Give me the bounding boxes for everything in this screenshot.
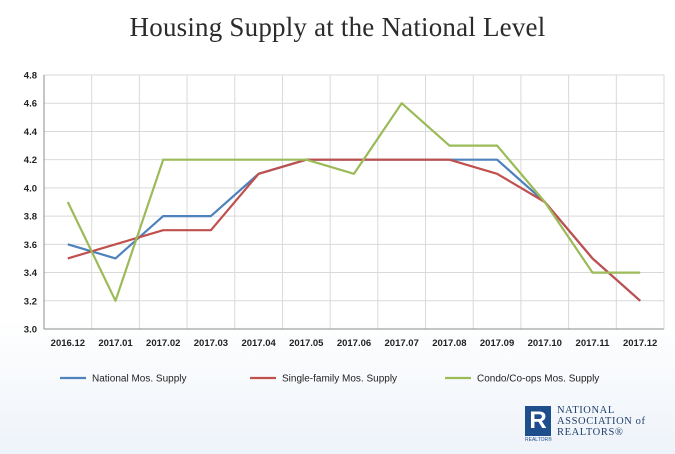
x-tick-label: 2017.08 [432, 338, 466, 349]
x-tick-label: 2017.02 [146, 338, 180, 349]
x-tick-label: 2017.05 [289, 338, 324, 349]
x-tick-label: 2017.04 [241, 338, 276, 349]
y-tick-label: 3.4 [24, 268, 38, 279]
x-tick-label: 2017.09 [480, 338, 514, 349]
y-tick-label: 3.6 [24, 240, 37, 251]
x-tick-label: 2017.03 [194, 338, 228, 349]
y-tick-label: 4.8 [24, 71, 37, 82]
y-tick-label: 4.2 [24, 155, 37, 166]
x-tick-labels: 2016.12 2017.01 2017.02 2017.03 2017.04 2017.… [51, 338, 658, 349]
realtor-r-logo-icon: R [525, 406, 551, 436]
legend-label: Condo/Co-ops Mos. Supply [477, 374, 599, 385]
gridlines [43, 74, 665, 330]
realtor-mark-caption: REALTOR® [525, 437, 552, 443]
y-tick-label: 3.0 [24, 325, 37, 336]
x-tick-label: 2017.11 [576, 338, 611, 349]
chart-title: Housing Supply at the National Level [129, 12, 546, 42]
x-tick-label: 2017.01 [98, 338, 133, 349]
y-tick-label: 3.8 [24, 212, 37, 223]
x-tick-label: 2017.07 [385, 338, 419, 349]
series-lines [66, 102, 641, 302]
y-tick-label: 4.4 [24, 127, 38, 138]
x-tick-label: 2016.12 [51, 338, 85, 349]
series-line-2 [67, 158, 641, 302]
y-tick-labels: 3.0 3.2 3.4 3.6 3.8 4.0 4.2 4.4 4.6 4.8 [24, 71, 38, 336]
nar-logo-text: NATIONAL ASSOCIATION of REALTORS® [557, 405, 646, 438]
series-line-1 [67, 158, 641, 302]
x-tick-label: 2017.10 [528, 338, 562, 349]
y-tick-label: 3.2 [24, 296, 37, 307]
y-tick-label: 4.6 [24, 99, 37, 110]
y-tick-label: 4.0 [24, 183, 37, 194]
x-tick-label: 2017.12 [623, 338, 657, 349]
legend: National Mos. Supply Single-family Mos. S… [60, 374, 599, 385]
axes [43, 75, 664, 330]
x-tick-label: 2017.06 [337, 338, 371, 349]
legend-label: National Mos. Supply [92, 374, 187, 385]
nar-logo: R REALTOR® NATIONAL ASSOCIATION of REALT… [523, 404, 663, 444]
series-line-3 [66, 102, 641, 302]
legend-label: Single-family Mos. Supply [282, 374, 397, 385]
